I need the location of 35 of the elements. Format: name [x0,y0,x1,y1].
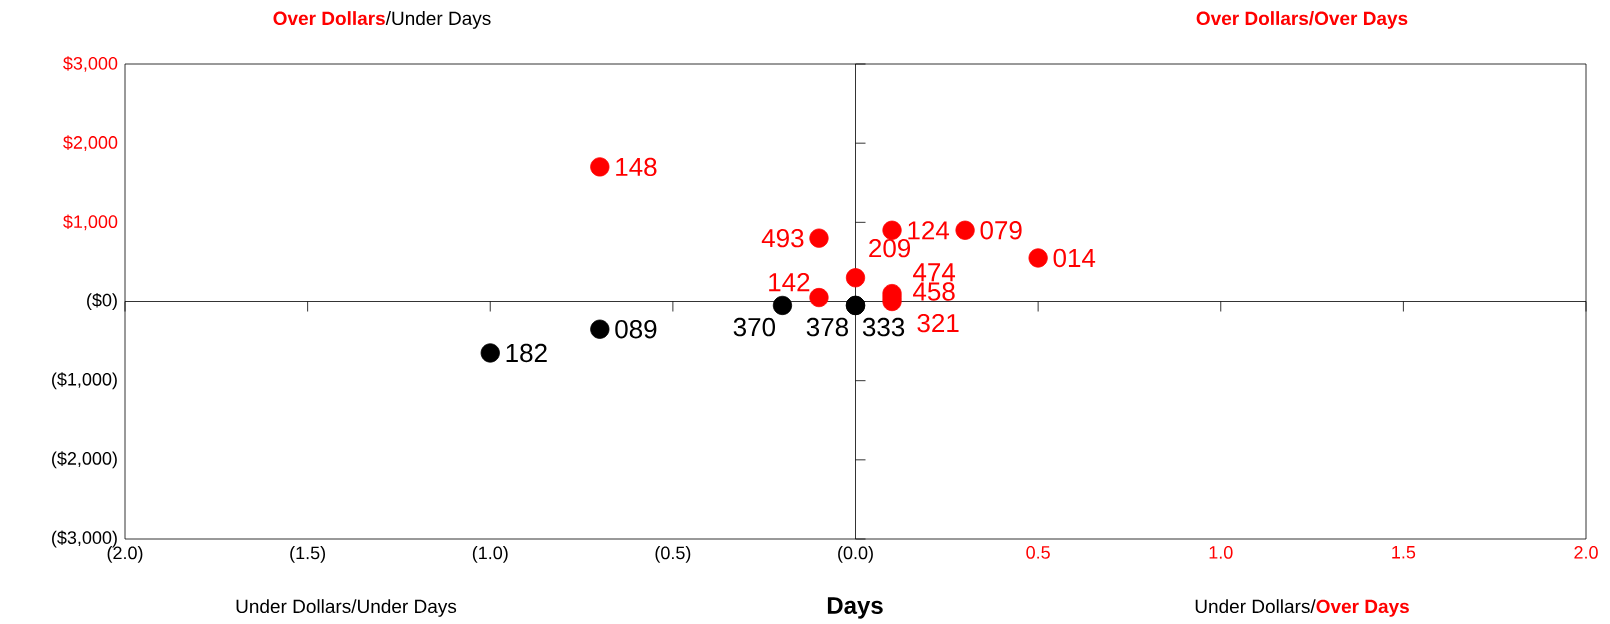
x-tick-label: (0.0) [838,546,873,563]
annotation: 142 [769,272,810,292]
annotation: 148 [616,157,657,177]
y-tick-label: ($0) [87,292,117,311]
y-tick-label: $3,000 [63,56,118,72]
annotation: 014 [1053,248,1096,268]
text: Over Dollars/Over Days [1196,11,1408,29]
annotation: 474 [913,263,956,282]
annotation: 089 [615,320,657,339]
x-axis-title: Days [827,597,883,619]
annotation: 493 [761,228,804,248]
annotation: 182 [506,343,547,363]
annotation: 321 [917,313,959,333]
x-tick-label: (1.5) [290,546,326,563]
x-tick-label: (0.5) [655,546,691,563]
annotation: 378 [806,317,848,337]
y-tick-label: ($2,000) [52,451,117,469]
annotation: 333 [862,317,905,337]
x-tick-label: 1.0 [1209,546,1233,559]
x-tick-label: 2.0 [1574,546,1598,559]
x-tick-label: 0.5 [1026,546,1050,559]
annotation: 124 [908,221,950,240]
text: Under Dollars/Under Days [236,599,457,617]
y-tick-label: ($3,000) [52,530,117,548]
y-tick-label: $1,000 [63,214,118,231]
annotation: 458 [913,282,955,301]
x-tick-label: (2.0) [107,546,143,563]
annotation: 079 [980,221,1022,240]
x-tick-label: 1.5 [1392,546,1416,559]
y-tick-label: $2,000 [63,135,118,151]
text: Under Dollars/Over Days [1195,599,1409,617]
annotation: 370 [733,317,776,337]
text: Over Dollars/Under Days [273,11,491,29]
y-tick-label: ($1,000) [52,372,117,390]
x-tick-label: (1.0) [472,546,508,563]
